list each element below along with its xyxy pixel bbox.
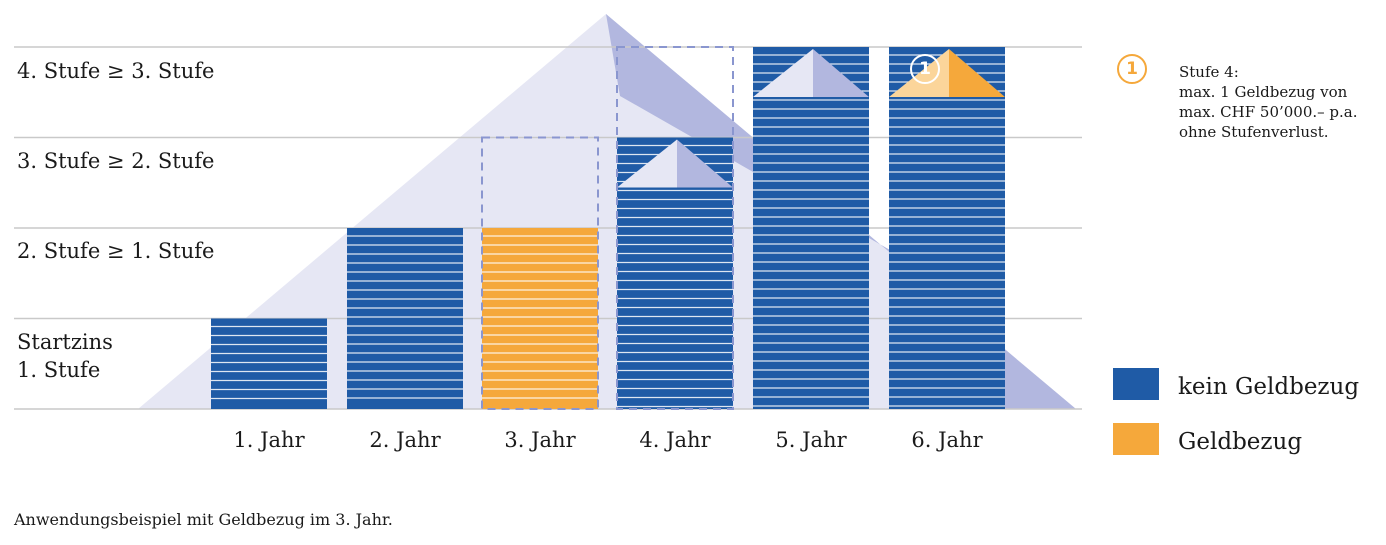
dashed-outline-year-3 (481, 136, 599, 410)
bar (211, 318, 327, 409)
bar (889, 47, 1005, 409)
bar (482, 228, 598, 409)
note-line: Stufe 4: (1179, 63, 1239, 81)
x-tick-label: 2. Jahr (369, 428, 441, 452)
annotation-note: Stufe 4: max. 1 Geldbezug von max. CHF 5… (1179, 62, 1379, 142)
legend-label-geldbezug: Geldbezug (1178, 429, 1303, 455)
x-tick-label: 5. Jahr (775, 428, 847, 452)
x-tick-label: 3. Jahr (504, 428, 576, 452)
bar-peak-year-5-right (813, 49, 869, 97)
bar-peak-year-4-left (617, 139, 677, 188)
note-line: max. CHF 50’000.– p.a. (1179, 103, 1358, 121)
dashed-outline-year-4 (616, 46, 734, 410)
x-tick-label: 6. Jahr (911, 428, 983, 452)
legend-label-kein-geldbezug: kein Geldbezug (1178, 374, 1360, 400)
note-marker-icon: 1 (1117, 54, 1147, 84)
bar (753, 47, 869, 409)
x-tick-label: 1. Jahr (233, 428, 305, 452)
note-line: ohne Stufenverlust. (1179, 123, 1329, 141)
legend-swatch-orange (1113, 423, 1159, 455)
bar (347, 228, 463, 409)
bar-peak-year-4-right (677, 139, 733, 188)
level-label-3: 3. Stufe ≥ 2. Stufe (17, 149, 215, 173)
x-tick-label: 4. Jahr (639, 428, 711, 452)
level-label-1: Startzins 1. Stufe (17, 330, 113, 382)
level-label-2: 2. Stufe ≥ 1. Stufe (17, 239, 215, 263)
chart-caption: Anwendungsbeispiel mit Geldbezug im 3. J… (14, 510, 393, 529)
bar-peak-year-6-right (949, 49, 1005, 97)
bar-peak-year-5-left (753, 49, 813, 97)
marker-in-bar-icon: 1 (910, 54, 940, 84)
legend-swatch-blue (1113, 368, 1159, 400)
note-line: max. 1 Geldbezug von (1179, 83, 1348, 101)
level-label-4: 4. Stufe ≥ 3. Stufe (17, 59, 215, 83)
